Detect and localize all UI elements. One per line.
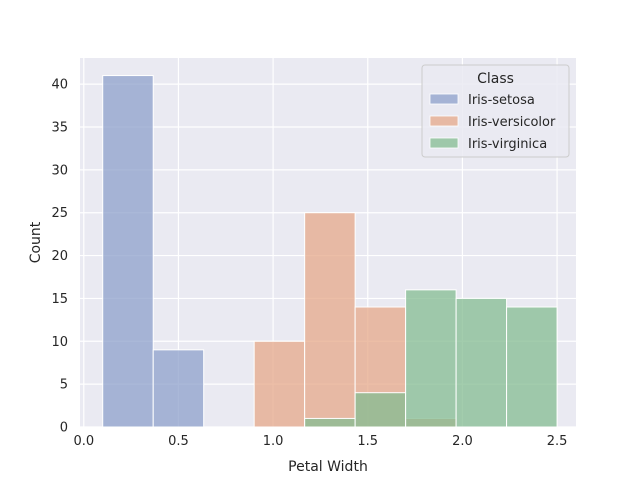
y-tick-label: 35	[51, 121, 68, 136]
legend: Class Iris-setosa Iris-versicolor Iris-vir…	[421, 64, 570, 158]
y-tick-label: 0	[60, 421, 68, 436]
bars-group	[102, 75, 558, 428]
bar-iris-setosa-bin-0	[102, 75, 154, 428]
y-tick-label: 25	[51, 206, 68, 221]
bar-iris-versicolor-bin-4	[304, 212, 356, 428]
y-tick-label: 15	[51, 292, 68, 307]
x-tick-label: 0.5	[168, 434, 189, 449]
legend-swatch	[429, 93, 459, 105]
x-tick-labels: 0.0 0.5 1.0 1.5 2.0 2.5	[73, 434, 567, 449]
y-axis-label: Count	[28, 221, 44, 263]
x-axis-label: Petal Width	[288, 459, 368, 475]
x-tick-label: 1.5	[357, 434, 378, 449]
y-tick-labels: 0 5 10 15 20 25 30 35 40	[51, 78, 68, 436]
bar-iris-virginica-bin-5	[354, 392, 407, 428]
x-tick-label: 2.0	[452, 434, 473, 449]
y-tick-label: 20	[51, 249, 68, 264]
legend-label: Iris-versicolor	[468, 115, 556, 130]
legend-swatch	[429, 137, 459, 149]
legend-items: Iris-setosa Iris-versicolor Iris-virginica	[429, 93, 556, 152]
x-tick-label: 0.0	[73, 434, 94, 449]
x-tick-label: 2.5	[547, 434, 568, 449]
legend-label: Iris-virginica	[468, 137, 547, 152]
bar-iris-versicolor-bin-3	[253, 340, 306, 428]
legend-title: Class	[477, 71, 514, 87]
y-tick-label: 5	[60, 378, 68, 393]
bar-iris-virginica-bin-6	[405, 289, 457, 428]
legend-swatch	[429, 115, 459, 127]
legend-label: Iris-setosa	[468, 93, 535, 108]
bar-iris-virginica-bin-4	[304, 417, 356, 428]
y-tick-label: 10	[51, 335, 68, 350]
bar-iris-virginica-bin-8	[506, 306, 558, 428]
legend-box	[421, 64, 570, 158]
y-tick-label: 30	[51, 163, 68, 178]
x-tick-label: 1.0	[263, 434, 284, 449]
bar-iris-virginica-bin-7	[455, 297, 508, 428]
bar-iris-setosa-bin-1	[152, 349, 205, 428]
y-tick-label: 40	[51, 78, 68, 93]
